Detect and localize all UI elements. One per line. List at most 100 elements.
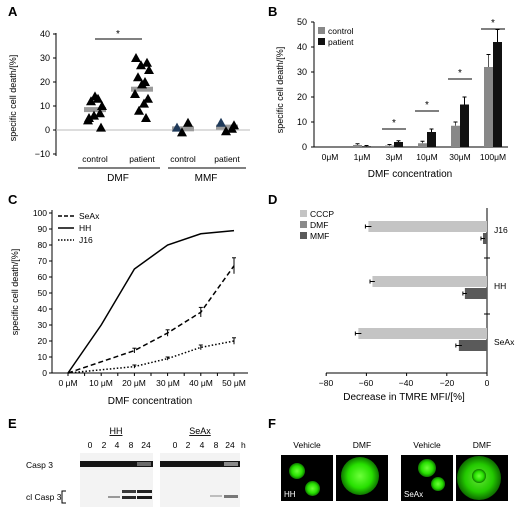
panel-d-bar (464, 288, 487, 299)
panel-a-ytick: 10 (40, 101, 50, 111)
panel-a-data-point (97, 101, 107, 110)
panel-a-data-point (144, 65, 154, 74)
panel-d-bar (358, 328, 487, 339)
panel-c-ytick: 50 (38, 288, 48, 298)
panel-b-ytick: 10 (297, 117, 307, 127)
panel-d-xtick: 0 (485, 378, 490, 388)
panel-a-data-point (141, 113, 151, 122)
panel-b-xtick: 3μM (386, 152, 403, 162)
panel-a-chart: specific cell death/[%] 40 30 20 10 0 −1… (8, 29, 250, 184)
panel-a-xlabel: control (170, 154, 196, 164)
panel-c-ytick: 30 (38, 320, 48, 330)
panel-a-data-point (90, 91, 100, 101)
panel-d-legend-swatch-dmf (300, 221, 307, 228)
panel-a-data-point (133, 72, 143, 82)
panel-c-xtick: 50 μM (222, 378, 246, 388)
panel-a-data-point (229, 120, 239, 130)
panel-c-xtick: 0 μM (58, 378, 77, 388)
panel-c-legend-label: HH (79, 223, 91, 233)
micro-header: Vehicle (413, 440, 441, 450)
panel-letter-d: D (268, 192, 277, 207)
panel-b-xtick: 100μM (480, 152, 506, 162)
panel-c-ytick: 70 (38, 256, 48, 266)
panel-b-ytick: 40 (297, 42, 307, 52)
panel-a-ytick: 30 (40, 53, 50, 63)
panel-c-xlabel: DMF concentration (108, 396, 192, 407)
panel-c-ytick: 100 (33, 208, 47, 218)
panel-c-ytick: 80 (38, 240, 48, 250)
panel-b-ytick: 30 (297, 67, 307, 77)
blot-timepoint: 2 (186, 440, 191, 450)
blot-row-label-casp3: Casp 3 (26, 460, 53, 470)
panel-d-xtick: −80 (319, 378, 334, 388)
blot-timepoint: 2 (102, 440, 107, 450)
panel-c-chart: specific cell death/[%] 100 90 80 70 60 … (10, 208, 248, 407)
panel-c-series-line-seax (67, 265, 235, 374)
micro-dmf-seax (456, 455, 508, 501)
panel-b-xtick: 30μM (449, 152, 470, 162)
panel-a-xlabel: patient (214, 154, 240, 164)
panel-a-data-point (137, 79, 147, 89)
panel-b-bar (418, 143, 427, 147)
panel-b-bar (394, 142, 403, 147)
panel-a-ytick: −10 (35, 149, 50, 159)
panel-d-category: SeAx (494, 337, 515, 347)
panel-b-bar (385, 145, 394, 147)
panel-c-ytick: 40 (38, 304, 48, 314)
panel-d-category: HH (494, 281, 506, 291)
panel-a-data-point (143, 93, 153, 103)
panel-b-chart: specific cell death/[%] 50 40 30 20 10 0… (275, 17, 508, 180)
panel-a-ytick: 40 (40, 29, 50, 39)
panel-b-significance-star: * (458, 68, 462, 79)
panel-d-xlabel: Decrease in TMRE MFI/[%] (343, 392, 465, 403)
panel-c-legend-label: J16 (79, 235, 93, 245)
panel-a-mean-bar (84, 107, 106, 113)
panel-d-chart: −80 −60 −40 −20 0 Decrease in TMRE MFI/[… (300, 208, 515, 403)
panel-c-series-line-hh (67, 229, 235, 374)
panel-a-data-point (172, 122, 182, 132)
panel-d-xtick: −20 (440, 378, 455, 388)
blot-time-unit: h (241, 440, 246, 450)
panel-b-legend-swatch-control (318, 27, 325, 34)
blot-timepoint: 4 (200, 440, 205, 450)
panel-c-xtick: 20 μM (122, 378, 146, 388)
panel-a-ytick: 20 (40, 77, 50, 87)
panel-c-ytick: 0 (42, 368, 47, 378)
panel-b-xtick: 1μM (354, 152, 371, 162)
panel-b-ytick: 0 (302, 142, 307, 152)
panel-a-group-label: MMF (195, 173, 218, 184)
panel-d-xtick: −40 (399, 378, 414, 388)
micro-cell-label: HH (284, 490, 296, 499)
panel-b-ytick: 20 (297, 92, 307, 102)
panel-d-legend-swatch-mmf (300, 232, 307, 239)
panel-b-significance-star: * (491, 18, 495, 29)
panel-b-xlabel: DMF concentration (368, 169, 452, 180)
panel-b-significance-star: * (425, 100, 429, 111)
panel-letter-a: A (8, 4, 18, 19)
panel-letter-b: B (268, 4, 277, 19)
blot-timepoint: 24 (225, 440, 235, 450)
panel-c-ylabel: specific cell death/[%] (10, 249, 20, 336)
panel-d-legend-label: MMF (310, 231, 329, 241)
panel-a-data-point (177, 127, 187, 137)
panel-b-ylabel: specific cell death/[%] (275, 47, 285, 134)
panel-letter-c: C (8, 192, 18, 207)
panel-a-mean-bar (216, 124, 238, 130)
panel-a-ytick: 0 (45, 125, 50, 135)
panel-b-bar (427, 132, 436, 147)
micro-header: DMF (473, 440, 491, 450)
panel-d-legend-label: DMF (310, 220, 328, 230)
micro-cell-label: SeAx (404, 490, 424, 499)
panel-a-data-point (96, 122, 106, 132)
panel-a-data-point (142, 57, 152, 67)
blot-timepoint: 8 (129, 440, 134, 450)
panel-b-bar (460, 104, 469, 147)
panel-c-xtick: 40 μM (189, 378, 213, 388)
panel-a-data-point (130, 89, 140, 98)
panel-b-bar (353, 145, 362, 147)
western-blot-image (80, 453, 240, 507)
panel-b-significance-star: * (392, 118, 396, 129)
panel-a-mean-bar (131, 86, 153, 92)
panel-d-bar (458, 340, 487, 351)
panel-b-legend-label: control (328, 26, 354, 36)
